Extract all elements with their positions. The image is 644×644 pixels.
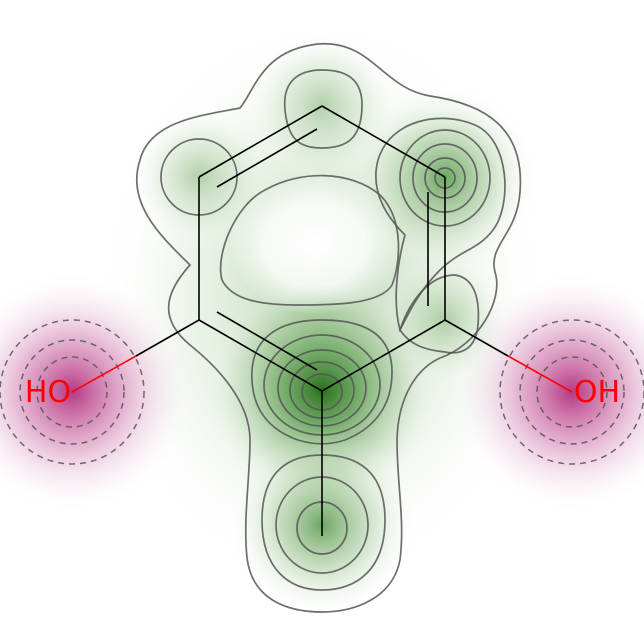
contour-outer xyxy=(135,43,522,613)
bond-c1-c6-double xyxy=(216,311,318,371)
contour-ho-b xyxy=(19,339,125,445)
atom-label-ho: HO xyxy=(25,375,71,410)
bond-c6-o-red xyxy=(71,355,137,393)
contour-oh-a xyxy=(499,319,644,465)
field-ho-left xyxy=(0,272,192,512)
field-c1 xyxy=(207,275,437,505)
bond-c2-c1 xyxy=(321,319,446,392)
contour-ho-c xyxy=(36,356,108,428)
field-oh-right xyxy=(452,272,644,512)
contour-c1-a xyxy=(251,319,393,445)
field-c4 xyxy=(247,30,397,180)
contour-oh-b xyxy=(519,339,625,445)
contour-methyl-a xyxy=(261,454,386,591)
atom-label-oh: OH xyxy=(574,375,620,410)
negative-contours xyxy=(0,319,644,465)
contour-right-lobe xyxy=(374,117,506,333)
contour-ho-a xyxy=(0,319,145,465)
bond-c4-c3 xyxy=(321,105,446,178)
bond-c6-o-black xyxy=(135,319,200,357)
bonds xyxy=(71,105,573,536)
field-ring-center xyxy=(230,175,400,315)
contour-oh-c xyxy=(536,356,608,428)
bond-c5-c4 xyxy=(198,105,323,178)
contour-c4 xyxy=(283,69,363,149)
bond-c5-c4-double xyxy=(216,128,318,188)
bond-c2-o-black xyxy=(444,319,509,357)
bond-c2-o-red xyxy=(507,355,573,393)
bond-c1-c6 xyxy=(198,319,323,392)
field-c5 xyxy=(129,106,269,246)
contour-inner-ring xyxy=(219,174,400,306)
